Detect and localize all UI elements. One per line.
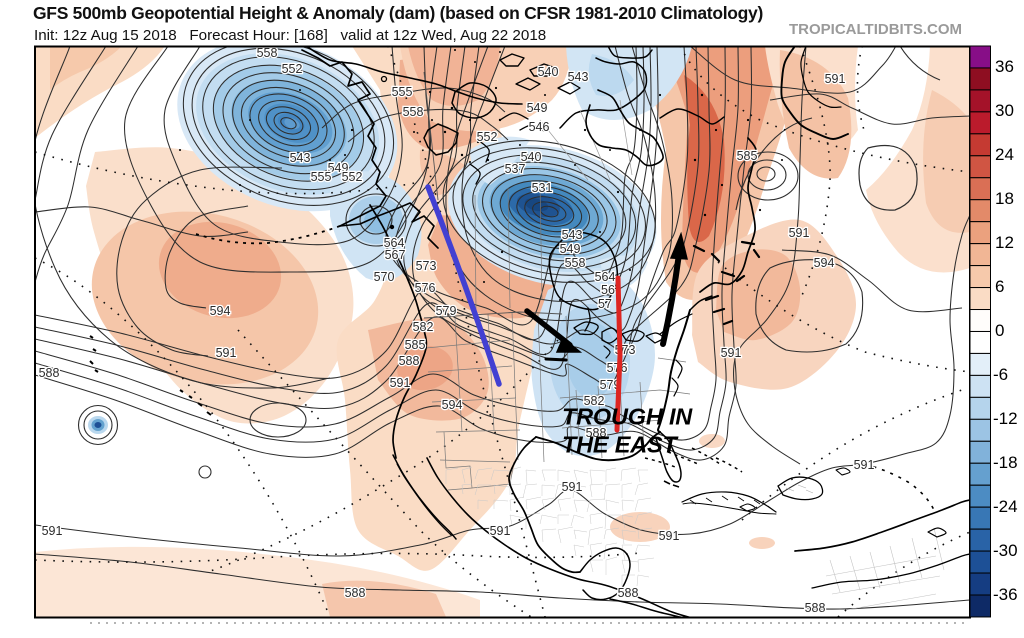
svg-text:-24: -24 [993,497,1018,516]
svg-text:564: 564 [384,236,405,250]
svg-text:549: 549 [328,161,349,175]
svg-text:558: 558 [257,46,278,60]
svg-text:555: 555 [392,85,413,99]
svg-text:-30: -30 [993,541,1018,560]
svg-text:567: 567 [385,248,406,262]
svg-text:588: 588 [586,426,607,440]
svg-text:549: 549 [527,101,548,115]
svg-text:591: 591 [42,524,63,538]
svg-text:549: 549 [560,242,581,256]
svg-text:594: 594 [442,398,463,412]
svg-text:552: 552 [342,170,363,184]
svg-text:585: 585 [737,149,758,163]
svg-text:591: 591 [721,346,742,360]
svg-text:591: 591 [789,226,810,240]
svg-text:558: 558 [565,256,586,270]
svg-text:591: 591 [216,346,237,360]
svg-text:588: 588 [399,354,420,368]
svg-text:540: 540 [521,150,542,164]
svg-text:588: 588 [805,601,826,615]
svg-text:591: 591 [490,524,511,538]
svg-text:543: 543 [562,228,583,242]
svg-text:24: 24 [995,145,1014,164]
svg-text:588: 588 [345,586,366,600]
svg-text:56: 56 [601,283,615,297]
svg-text:591: 591 [659,529,680,543]
svg-text:579: 579 [600,378,621,392]
svg-text:582: 582 [413,320,434,334]
svg-text:579: 579 [436,304,457,318]
svg-text:6: 6 [995,277,1004,296]
svg-text:588: 588 [39,366,60,380]
svg-text:36: 36 [995,57,1014,76]
svg-text:591: 591 [854,458,875,472]
svg-text:-6: -6 [993,365,1008,384]
svg-text:546: 546 [529,120,550,134]
svg-text:543: 543 [290,151,311,165]
svg-text:TROUGH IN: TROUGH IN [562,404,693,430]
svg-text:0: 0 [995,321,1004,340]
svg-text:582: 582 [584,394,605,408]
svg-text:552: 552 [282,62,303,76]
svg-text:585: 585 [405,338,426,352]
svg-text:573: 573 [416,259,437,273]
svg-text:591: 591 [825,72,846,86]
svg-text:558: 558 [403,105,424,119]
svg-text:THE EAST: THE EAST [562,432,678,458]
svg-text:588: 588 [618,586,639,600]
svg-text:30: 30 [995,101,1014,120]
svg-text:12: 12 [995,233,1014,252]
svg-text:594: 594 [814,256,835,270]
svg-text:540: 540 [538,65,559,79]
svg-text:555: 555 [311,170,332,184]
svg-text:552: 552 [477,130,498,144]
svg-text:-18: -18 [993,453,1018,472]
svg-text:570: 570 [374,270,395,284]
svg-text:564: 564 [595,270,616,284]
svg-text:-12: -12 [993,409,1018,428]
svg-text:591: 591 [390,376,411,390]
svg-text:537: 537 [505,162,526,176]
svg-text:57: 57 [598,297,612,311]
svg-text:531: 531 [532,181,553,195]
svg-text:576: 576 [415,281,436,295]
svg-text:-36: -36 [993,585,1018,604]
svg-text:18: 18 [995,189,1014,208]
svg-text:591: 591 [562,480,583,494]
svg-text:543: 543 [568,70,589,84]
svg-text:594: 594 [210,304,231,318]
